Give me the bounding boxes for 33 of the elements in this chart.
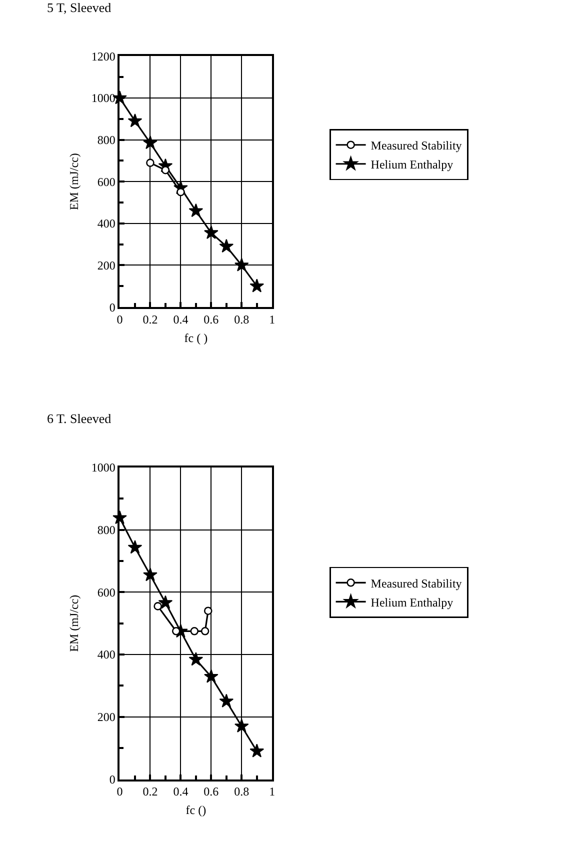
- y-tick-label: 0: [109, 300, 116, 314]
- chart-title: 6 T. Sleeved: [47, 411, 112, 426]
- legend-label: Measured Stability: [370, 576, 462, 590]
- x-tick-label: 0.6: [204, 312, 219, 326]
- y-tick-label: 800: [97, 133, 116, 148]
- x-tick-label: 0.2: [142, 784, 158, 799]
- x-tick-label: 0.4: [173, 312, 188, 326]
- x-axis-title: fc ( ): [184, 330, 208, 345]
- x-tick-label: 0.4: [173, 784, 188, 799]
- chart-title: 5 T, Sleeved: [47, 0, 112, 15]
- x-tick-label: 0.8: [234, 312, 250, 326]
- y-tick-label: 1000: [91, 460, 116, 475]
- y-tick-label: 400: [97, 216, 116, 231]
- y-tick-label: 600: [97, 585, 116, 600]
- x-axis-title: fc (): [186, 803, 206, 818]
- legend-label: Measured Stability: [370, 138, 462, 153]
- y-axis-title: EM (mJ/cc): [67, 153, 82, 210]
- y-axis-title: EM (mJ/cc): [67, 594, 82, 652]
- y-tick-label: 600: [97, 174, 116, 189]
- x-tick-label: 0.8: [234, 784, 250, 799]
- x-tick-label: 1: [269, 784, 276, 799]
- legend-label: Helium Enthalpy: [370, 158, 454, 172]
- legend-label: Helium Enthalpy: [370, 595, 454, 610]
- y-tick-label: 1200: [91, 49, 116, 64]
- y-tick-label: 0: [109, 772, 116, 786]
- x-tick-label: 0.6: [204, 784, 219, 799]
- x-tick-label: 1: [269, 312, 276, 326]
- x-tick-label: 0.2: [142, 312, 158, 326]
- y-tick-label: 400: [97, 648, 116, 662]
- y-tick-label: 200: [97, 710, 116, 724]
- y-tick-label: 800: [97, 522, 116, 537]
- y-tick-label: 200: [97, 258, 116, 272]
- y-tick-label: 1000: [91, 91, 116, 106]
